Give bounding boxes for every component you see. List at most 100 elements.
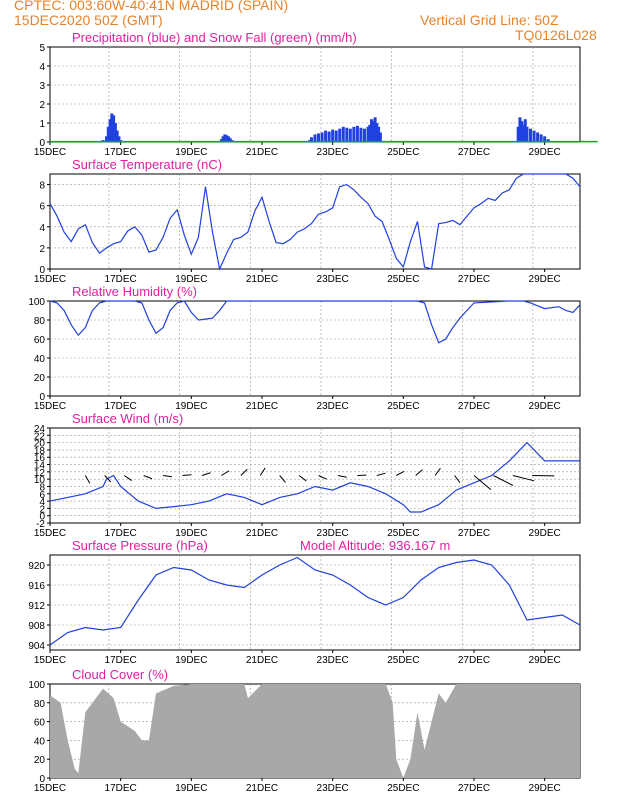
precip-bar <box>525 126 529 142</box>
xtick-label-rh: 29DEC <box>529 401 561 412</box>
wind-arrow <box>221 470 230 476</box>
xtick-label-wind: 29DEC <box>529 528 561 539</box>
xtick-label-wind: 15DEC <box>34 528 66 539</box>
wind-arrow <box>415 469 423 476</box>
precip-bar <box>106 126 110 142</box>
precip-bar <box>331 129 335 142</box>
xtick-label-pres: 25DEC <box>387 655 419 666</box>
xtick-label-wind: 23DEC <box>317 528 349 539</box>
precip-bar <box>532 130 536 142</box>
precip-bar <box>370 119 374 142</box>
xtick-label-cloud: 27DEC <box>458 783 490 794</box>
wind-arrow <box>512 475 535 482</box>
ytick-label-precip: 1 <box>39 119 45 130</box>
series-line-rh <box>49 300 581 344</box>
run-time-label: 15DEC2020 50Z (GMT) <box>14 12 163 28</box>
xtick-label-pres: 29DEC <box>529 655 561 666</box>
panel-title-rh: Relative Humidity (%) <box>72 284 197 299</box>
xtick-label-temp: 23DEC <box>317 274 349 285</box>
precip-bar <box>536 132 540 142</box>
precip-bar <box>108 119 112 142</box>
precip-bar <box>546 139 550 142</box>
wind-arrow <box>298 475 307 482</box>
wind-arrow <box>279 475 286 483</box>
panel-title-cloud: Cloud Cover (%) <box>72 667 168 682</box>
precip-bar <box>362 128 366 142</box>
precip-bar <box>112 115 116 142</box>
wind-arrow <box>473 475 492 491</box>
precip-bar <box>355 125 359 142</box>
series-line-wind <box>49 441 580 513</box>
precip-bar <box>228 138 232 142</box>
ytick-label-cloud: 0 <box>39 774 45 785</box>
ytick-label-precip: 5 <box>39 43 45 54</box>
wind-arrow <box>434 467 441 476</box>
precip-bar <box>345 127 349 142</box>
xtick-label-pres: 15DEC <box>34 655 66 666</box>
xtick-label-rh: 17DEC <box>105 401 137 412</box>
xtick-label-temp: 17DEC <box>105 274 137 285</box>
wind-arrow <box>201 472 211 476</box>
xtick-label-cloud: 19DEC <box>175 783 207 794</box>
ytick-label-wind: 14 <box>34 461 46 472</box>
ytick-label-cloud: 80 <box>34 699 46 710</box>
xtick-label-wind: 21DEC <box>246 528 278 539</box>
wind-arrow <box>143 475 153 480</box>
xtick-label-temp: 15DEC <box>34 274 66 285</box>
precip-bar <box>110 113 114 142</box>
precip-bar <box>113 123 117 142</box>
xtick-label-precip: 15DEC <box>34 147 66 158</box>
wind-arrow <box>493 475 514 486</box>
location-line: CPTEC: 003:60W-40:41N MADRID (SPAIN) <box>14 0 289 13</box>
precip-bar <box>520 121 524 142</box>
precip-bar <box>219 139 223 142</box>
precip-bar <box>313 134 317 142</box>
wind-arrow <box>240 468 248 476</box>
wind-arrow <box>84 475 91 484</box>
xtick-label-pres: 23DEC <box>317 655 349 666</box>
panel-frame-rh <box>49 300 581 397</box>
xtick-label-precip: 19DEC <box>175 147 207 158</box>
wind-arrow <box>337 475 347 478</box>
wind-arrow <box>182 474 192 476</box>
xtick-label-rh: 19DEC <box>175 401 207 412</box>
precip-bar <box>341 126 345 142</box>
xtick-label-cloud: 15DEC <box>34 783 66 794</box>
cloud-area <box>50 684 580 778</box>
chart-header: CPTEC: 003:60W-40:41N MADRID (SPAIN) 15D… <box>0 0 618 46</box>
ytick-label-pres: 908 <box>28 621 45 632</box>
xtick-label-cloud: 29DEC <box>529 783 561 794</box>
xtick-label-cloud: 21DEC <box>246 783 278 794</box>
precip-bar <box>334 130 338 142</box>
precip-bar <box>117 136 121 142</box>
xtick-label-pres: 19DEC <box>175 655 207 666</box>
ytick-label-rh: 100 <box>28 297 45 308</box>
wind-arrow <box>259 467 266 476</box>
xtick-label-temp: 29DEC <box>529 274 561 285</box>
xtick-label-cloud: 23DEC <box>317 783 349 794</box>
panel-title-temp: Surface Temperature (nC) <box>72 157 222 172</box>
ytick-label-cloud: 20 <box>34 755 46 766</box>
ytick-label-wind: 16 <box>34 453 46 464</box>
ytick-label-rh: 60 <box>34 335 46 346</box>
precip-bar <box>368 124 372 142</box>
wind-arrow <box>376 472 386 476</box>
ytick-label-pres: 904 <box>28 641 45 652</box>
xtick-label-cloud: 17DEC <box>105 783 137 794</box>
xtick-label-pres: 17DEC <box>105 655 137 666</box>
ytick-label-rh: 0 <box>39 392 45 403</box>
ytick-label-precip: 4 <box>39 62 45 73</box>
precip-bar <box>366 126 370 142</box>
wind-arrow <box>396 470 405 476</box>
ytick-label-wind: 12 <box>34 468 46 479</box>
ytick-label-wind: 22 <box>34 431 46 442</box>
ytick-label-pres: 912 <box>28 601 45 612</box>
ytick-label-temp: 6 <box>39 202 45 213</box>
series-line-pres <box>49 556 581 646</box>
precip-bar <box>377 126 381 142</box>
precip-bar <box>375 123 379 142</box>
xtick-label-cloud: 25DEC <box>387 783 419 794</box>
precip-bar <box>348 128 352 142</box>
xtick-label-pres: 21DEC <box>246 655 278 666</box>
